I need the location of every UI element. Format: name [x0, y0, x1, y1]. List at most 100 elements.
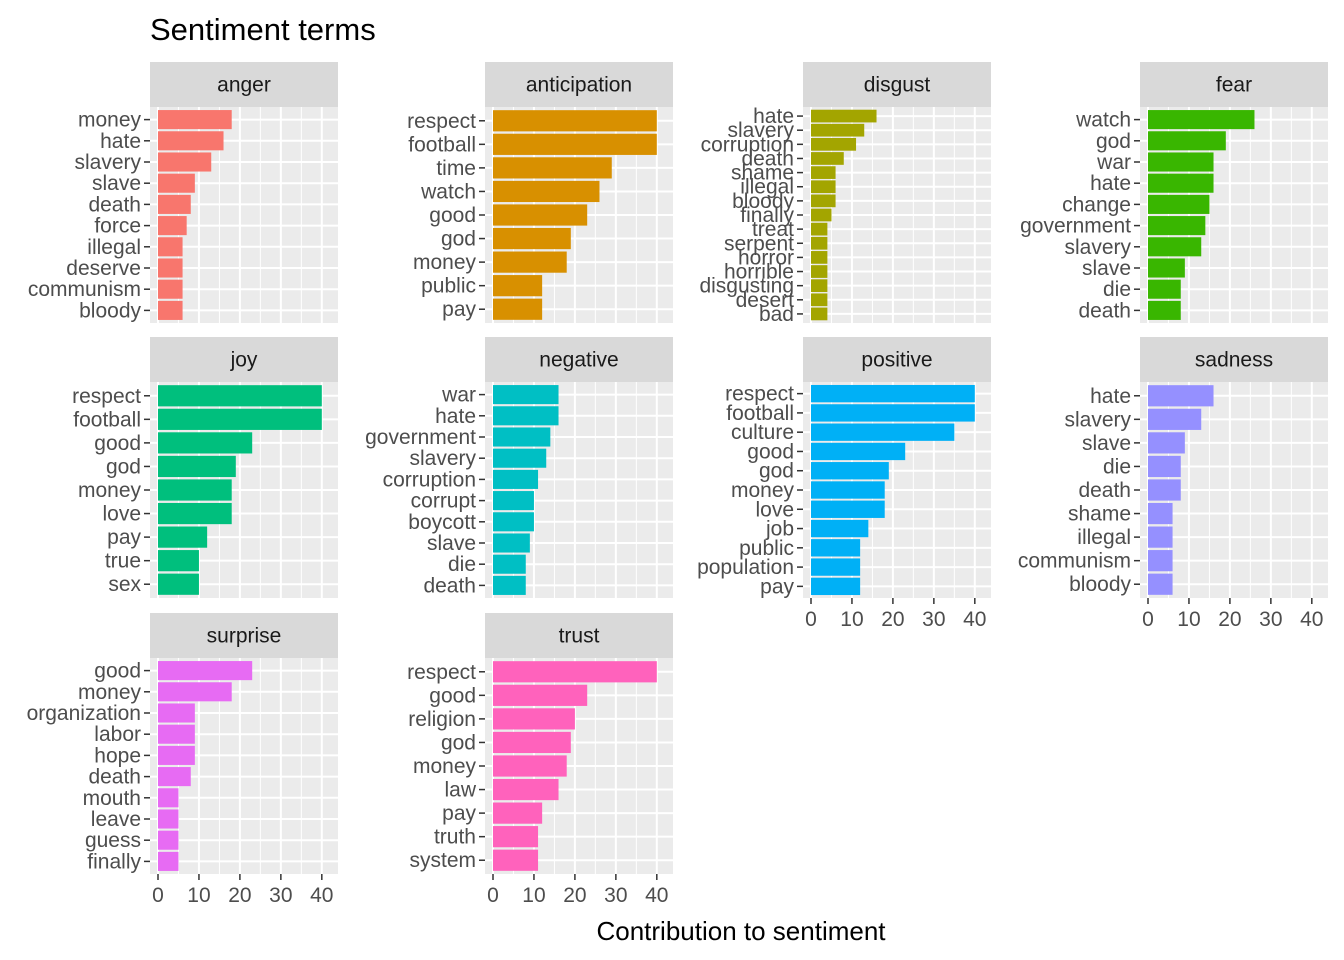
y-tick-label: corrupt	[411, 490, 477, 513]
y-tick-label: truth	[434, 826, 476, 849]
y-tick-label: good	[747, 440, 794, 463]
bar-disgust-death	[811, 152, 844, 165]
bar-surprise-leave	[158, 809, 179, 829]
bar-sadness-slavery	[1148, 408, 1202, 430]
panel-positive: positive respectfootballculturegoodgodmon…	[697, 337, 991, 631]
bar-surprise-hope	[158, 745, 195, 765]
y-tick-label: mouth	[83, 787, 141, 810]
x-tick-label: 10	[187, 884, 210, 907]
bar-positive-football	[811, 404, 975, 422]
y-tick-label: disgusting	[699, 275, 794, 298]
bar-anticipation-good	[493, 204, 588, 226]
bar-fear-slavery	[1148, 237, 1202, 257]
y-tick-label: watch	[420, 180, 476, 203]
y-tick-label: slavery	[727, 119, 794, 142]
bar-positive-love	[811, 500, 885, 518]
y-tick-label: die	[448, 553, 476, 576]
strip-label-anticipation: anticipation	[526, 74, 632, 97]
bar-joy-football	[158, 408, 322, 430]
y-tick-label: slave	[1082, 257, 1131, 280]
y-tick-label: slave	[1082, 432, 1131, 455]
bar-joy-good	[158, 432, 253, 454]
x-tick-label: 10	[522, 884, 545, 907]
x-tick-label: 40	[645, 884, 668, 907]
x-tick-label: 30	[922, 608, 945, 631]
bar-anticipation-money	[493, 251, 567, 273]
y-tick-label: watch	[1075, 109, 1131, 132]
panel-anticipation: anticipation respectfootballtimewatchgood…	[407, 62, 673, 323]
y-tick-label: government	[365, 426, 476, 449]
strip-trust	[485, 613, 673, 658]
bar-positive-money	[811, 481, 885, 499]
y-tick-label: slavery	[74, 151, 141, 174]
bar-disgust-desert	[811, 293, 828, 307]
bar-disgust-corruption	[811, 137, 857, 151]
y-tick-label: money	[78, 479, 142, 502]
bar-negative-boycott	[493, 512, 534, 532]
bar-positive-culture	[811, 423, 955, 441]
y-tick-label: football	[73, 408, 141, 431]
y-tick-label: bloody	[1069, 573, 1131, 596]
bar-anticipation-public	[493, 275, 543, 297]
y-tick-label: communism	[1018, 550, 1131, 573]
bar-anger-force	[158, 216, 187, 236]
bar-negative-slave	[493, 533, 530, 553]
x-tick-label: 20	[1218, 608, 1241, 631]
y-tick-label: good	[429, 684, 476, 707]
bar-anger-death	[158, 194, 191, 214]
y-tick-label: god	[106, 455, 141, 478]
y-tick-label: hate	[435, 405, 476, 428]
y-tick-label: respect	[72, 385, 141, 408]
bar-positive-god	[811, 462, 889, 480]
strip-label-positive: positive	[861, 349, 932, 372]
y-tick-label: leave	[91, 808, 141, 831]
y-tick-label: culture	[731, 421, 794, 444]
x-tick-label: 0	[1142, 608, 1154, 631]
y-tick-label: population	[697, 556, 794, 579]
y-tick-label: public	[739, 537, 794, 560]
bar-anger-hate	[158, 131, 224, 151]
bar-anger-money	[158, 110, 232, 130]
panel-negative: negative warhategovernmentslaverycorrupti…	[365, 337, 673, 598]
bar-trust-law	[493, 778, 559, 801]
y-tick-label: job	[765, 518, 794, 541]
x-tick-label: 0	[487, 884, 499, 907]
bar-sadness-bloody	[1148, 573, 1173, 595]
bar-disgust-bloody	[811, 194, 836, 208]
bar-negative-government	[493, 427, 551, 447]
x-tick-label: 30	[269, 884, 292, 907]
y-tick-label: god	[1096, 130, 1131, 153]
y-tick-label: horror	[738, 246, 794, 269]
facet-panels: angermoneyhateslaveryslavedeathforceille…	[27, 62, 1328, 907]
y-tick-label: respect	[725, 383, 794, 406]
bar-joy-respect	[158, 385, 322, 407]
bar-negative-hate	[493, 406, 559, 426]
bar-surprise-organization	[158, 703, 195, 723]
bar-disgust-bad	[811, 307, 828, 321]
strip-disgust	[803, 62, 991, 107]
bar-surprise-good	[158, 661, 253, 681]
bar-positive-population	[811, 558, 861, 576]
bar-trust-truth	[493, 826, 539, 848]
strip-joy	[150, 337, 338, 382]
bar-disgust-treat	[811, 222, 828, 236]
bar-negative-corruption	[493, 469, 539, 489]
bar-anger-communism	[158, 279, 183, 299]
y-tick-label: slavery	[1064, 236, 1131, 259]
bar-negative-slavery	[493, 448, 547, 468]
bar-fear-watch	[1148, 110, 1255, 130]
bar-joy-love	[158, 502, 232, 525]
y-tick-label: boycott	[408, 511, 476, 534]
bar-disgust-illegal	[811, 180, 836, 194]
strip-label-fear: fear	[1216, 74, 1252, 97]
y-tick-label: true	[105, 550, 141, 573]
y-tick-label: respect	[407, 110, 476, 133]
strip-label-anger: anger	[217, 74, 271, 97]
strip-fear	[1140, 62, 1328, 107]
bar-trust-religion	[493, 708, 575, 730]
bar-sadness-death	[1148, 479, 1181, 501]
y-tick-label: war	[441, 384, 476, 407]
y-tick-label: pay	[760, 575, 794, 598]
bar-disgust-disgusting	[811, 279, 828, 293]
bar-joy-pay	[158, 526, 208, 548]
